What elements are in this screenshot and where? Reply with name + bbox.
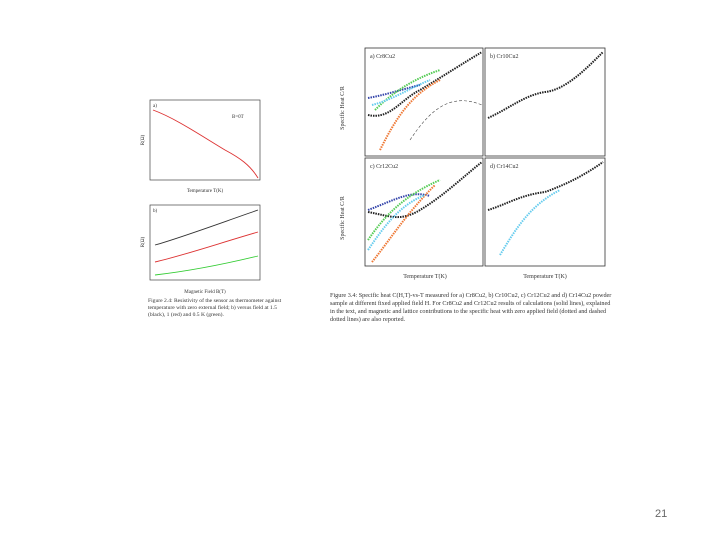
axis-label: Temperature T(K) — [403, 273, 447, 280]
curve — [499, 189, 561, 256]
panel-label: a) — [153, 104, 157, 109]
curve — [367, 51, 483, 117]
curve — [371, 79, 431, 106]
panel-label: d) Cr14Cu2 — [490, 163, 519, 170]
curve — [154, 209, 259, 246]
right-figure: a) Cr8Cu2 b) Cr10Cu2 c) Cr12Cu2 d) Cr14C… — [339, 47, 606, 280]
curve — [152, 109, 259, 179]
figure-caption: Figure 3.4: Specific heat C(H,T)-vs-T me… — [330, 292, 612, 323]
axis-label: R(Ω) — [141, 134, 146, 145]
axis-label: Magnetic Field B(T) — [184, 290, 226, 295]
panel-frame — [364, 47, 484, 157]
curve — [487, 51, 604, 119]
axis-label: Temperature T(K) — [187, 189, 224, 194]
annotation: B=0T — [232, 115, 244, 120]
curve — [367, 194, 426, 251]
curve — [409, 100, 483, 141]
panel-frame — [149, 99, 261, 181]
panel-label: b) Cr10Cu2 — [490, 53, 519, 60]
page-number: 21 — [655, 508, 668, 520]
axis-label: Specific Heat C/R — [339, 196, 346, 240]
axis-label: Specific Heat C/R — [339, 86, 346, 130]
axis-label: R(Ω) — [141, 236, 146, 247]
curve — [367, 161, 483, 218]
panel-frame — [149, 204, 261, 281]
curve — [374, 69, 441, 111]
curve — [154, 231, 259, 263]
panel-label: c) Cr12Cu2 — [370, 163, 398, 170]
panel-frame — [364, 157, 484, 267]
curve — [367, 179, 441, 241]
left-figure: a) B=0T Temperature T(K) R(Ω) b) Magneti… — [141, 99, 261, 295]
curve — [154, 255, 259, 276]
panel-label: b) — [153, 209, 158, 214]
curve — [367, 84, 421, 99]
figure-caption: Figure 2.4: Resistivity of the sensor as… — [148, 298, 282, 318]
panel-frame — [484, 157, 606, 267]
curve — [367, 193, 431, 211]
axis-label: Temperature T(K) — [523, 273, 567, 280]
panel-frame — [484, 47, 606, 157]
panel-label: a) Cr8Cu2 — [370, 53, 395, 60]
